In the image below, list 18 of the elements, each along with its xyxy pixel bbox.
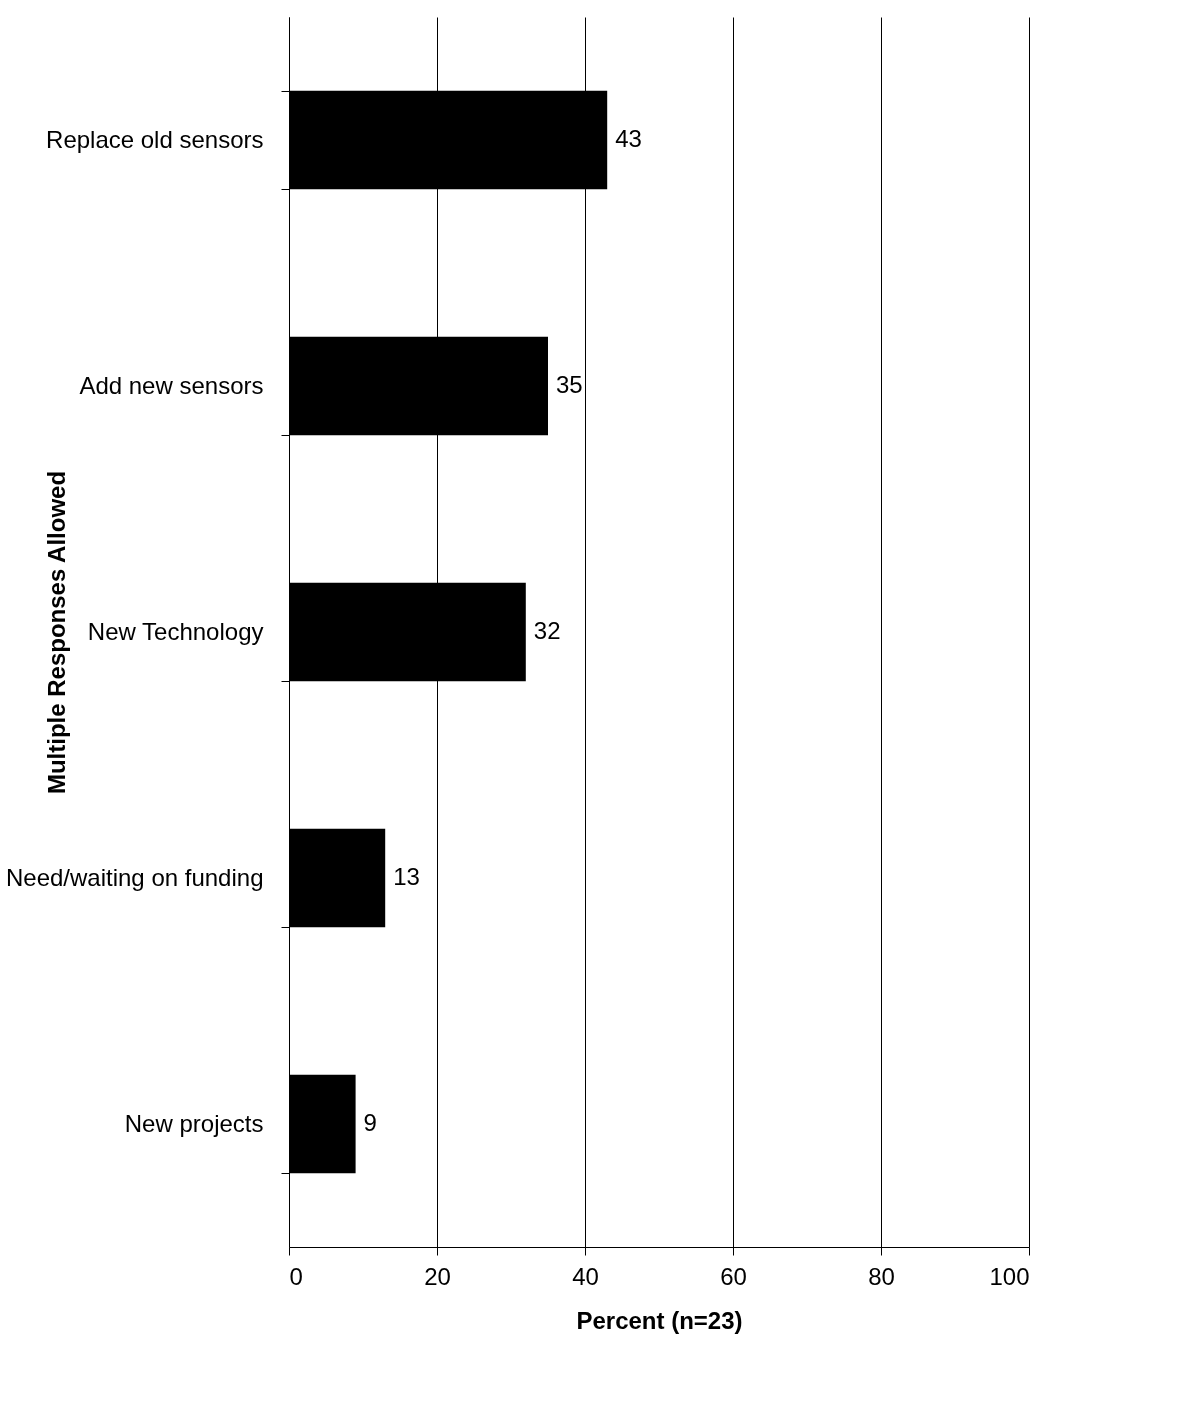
data-label: 9 <box>363 1109 377 1136</box>
x-axis-title: Percent (n=23) <box>576 1306 743 1334</box>
x-tick-label: 0 <box>289 1262 303 1290</box>
x-tick-label: 80 <box>868 1262 895 1290</box>
y-tick-label: Need/waiting on funding <box>5 863 264 891</box>
data-label: 13 <box>393 863 420 890</box>
x-tick-label: 40 <box>572 1262 599 1290</box>
x-tick-label: 20 <box>424 1262 451 1290</box>
y-axis-title: Multiple Responses Allowed <box>42 470 70 795</box>
data-label: 32 <box>533 617 561 644</box>
y-tick-label: Add new sensors <box>79 371 264 399</box>
x-tick-label: 100 <box>989 1262 1030 1290</box>
data-label: 43 <box>615 125 642 152</box>
y-tick-label: New Technology <box>87 617 264 645</box>
y-tick-label: Replace old sensors <box>46 125 264 153</box>
data-label: 35 <box>556 371 583 398</box>
y-tick-label: New projects <box>124 1109 264 1137</box>
x-tick-label: 60 <box>720 1262 747 1290</box>
